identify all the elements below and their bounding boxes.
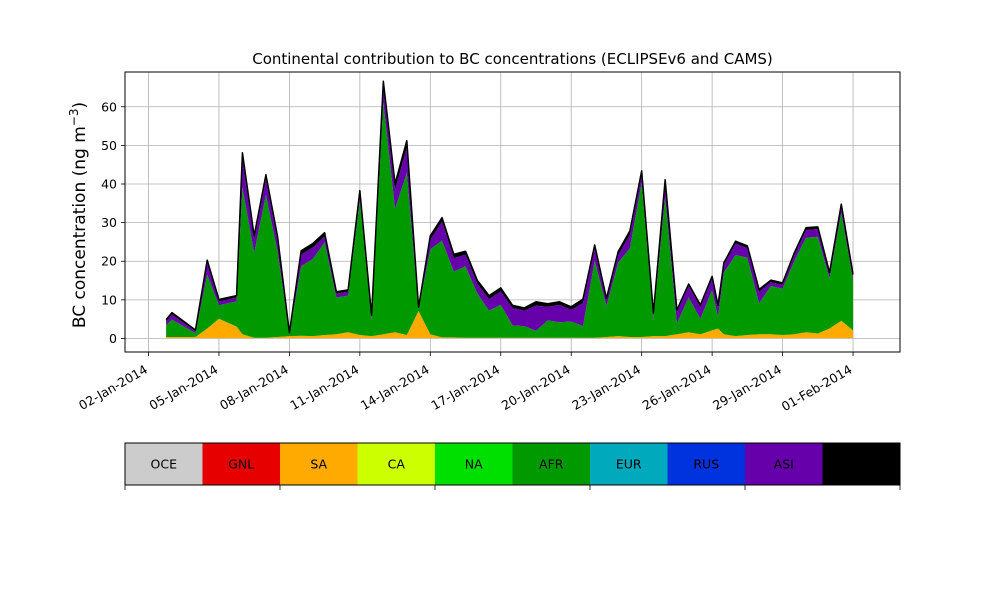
- x-tick-label: 23-Jan-2014: [569, 362, 643, 413]
- x-tick-label: 14-Jan-2014: [358, 362, 432, 413]
- x-tick-label: 02-Jan-2014: [76, 362, 150, 413]
- y-axis-label-close: ): [70, 102, 90, 109]
- legend-label: ASI: [774, 457, 794, 472]
- y-tick-label: 0: [109, 331, 117, 346]
- y-tick-label: 60: [101, 99, 117, 114]
- x-tick-label: 08-Jan-2014: [217, 362, 291, 413]
- legend-label: EUR: [616, 457, 642, 472]
- x-axis-ticks: 02-Jan-201405-Jan-201408-Jan-201411-Jan-…: [76, 352, 855, 414]
- y-tick-label: 40: [101, 177, 117, 192]
- chart-title: Continental contribution to BC concentra…: [252, 50, 773, 68]
- x-tick-label: 05-Jan-2014: [147, 362, 221, 413]
- legend-label: GNL: [228, 457, 254, 472]
- legend-label: CA: [388, 457, 406, 472]
- y-tick-label: 20: [101, 254, 117, 269]
- legend-label: RUS: [693, 457, 719, 472]
- legend-label: AFR: [539, 457, 564, 472]
- legend-label: SA: [310, 457, 327, 472]
- x-tick-label: 01-Feb-2014: [779, 362, 855, 414]
- x-tick-label: 29-Jan-2014: [710, 362, 784, 413]
- y-axis-label-text: BC concentration (ng m: [70, 126, 90, 328]
- legend-label: OCE: [151, 457, 178, 472]
- legend-label: AUS: [848, 457, 874, 472]
- x-tick-label: 11-Jan-2014: [287, 362, 361, 413]
- y-axis-label: BC concentration (ng m−3): [67, 102, 90, 328]
- color-legend-bar: OCE GNL SA CA NA AFR EUR RUS ASI AUS: [125, 443, 900, 490]
- y-tick-label: 30: [101, 215, 117, 230]
- x-tick-label: 17-Jan-2014: [428, 362, 502, 413]
- y-tick-label: 50: [101, 138, 117, 153]
- y-axis-ticks: 0 10 20 30 40 50 60: [101, 99, 125, 346]
- legend-label: NA: [465, 457, 483, 472]
- x-tick-label: 26-Jan-2014: [640, 362, 714, 413]
- y-axis-label-exponent: −3: [67, 108, 81, 126]
- y-tick-label: 10: [101, 292, 117, 307]
- x-tick-label: 20-Jan-2014: [499, 362, 573, 413]
